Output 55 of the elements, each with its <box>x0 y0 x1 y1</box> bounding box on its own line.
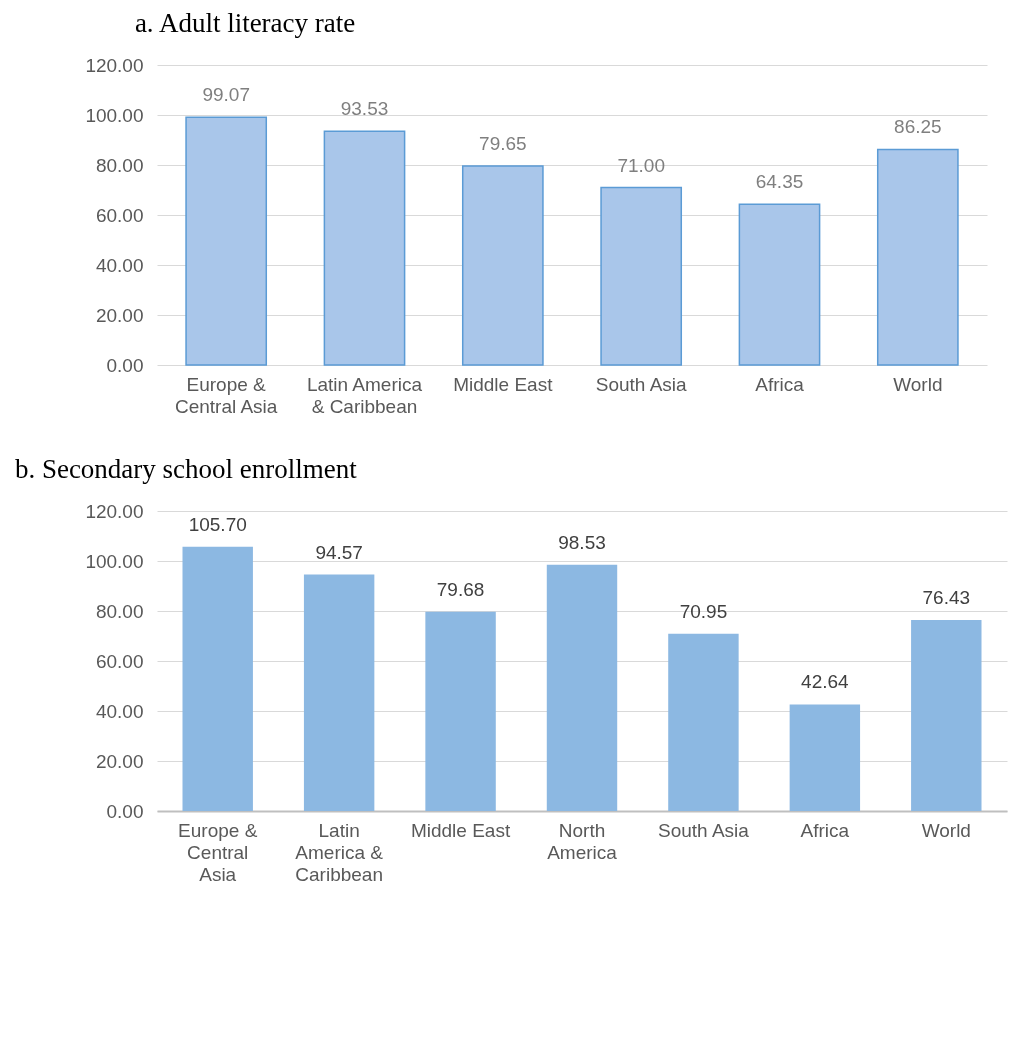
data-label: 79.68 <box>436 578 485 600</box>
x-tick-label: Latin America & Caribbean <box>295 819 384 885</box>
y-tick-label: 60.00 <box>95 204 144 226</box>
y-tick-label: 100.00 <box>85 550 144 572</box>
y-tick-label: 80.00 <box>95 154 144 176</box>
data-label: 71.00 <box>617 154 665 176</box>
chart-title: b. Secondary school enrollment <box>14 454 358 484</box>
data-label: 94.57 <box>315 541 363 563</box>
data-label: 99.07 <box>202 84 250 106</box>
bar <box>876 148 959 366</box>
y-tick-label: 60.00 <box>95 650 144 672</box>
x-tick-label: Europe & Central Asia <box>174 373 278 417</box>
data-label: 70.95 <box>679 600 728 622</box>
data-label: 79.65 <box>479 132 527 154</box>
data-label: 76.43 <box>922 586 971 608</box>
bar <box>546 564 618 811</box>
x-tick-label: South Asia <box>658 819 750 841</box>
bar <box>789 704 861 811</box>
x-tick-label: North America <box>547 819 618 863</box>
bar <box>182 546 253 811</box>
y-tick-label: 100.00 <box>85 104 144 126</box>
bar <box>911 619 982 811</box>
bar <box>738 203 821 366</box>
data-label: 64.35 <box>755 171 804 193</box>
y-tick-label: 80.00 <box>95 600 144 622</box>
bar <box>303 574 375 811</box>
bar <box>668 633 739 811</box>
bar <box>600 186 683 366</box>
y-tick-label: 0.00 <box>106 800 144 822</box>
y-tick-label: 120.00 <box>85 54 144 76</box>
data-label: 86.25 <box>894 116 942 138</box>
y-tick-label: 20.00 <box>95 750 144 772</box>
bar <box>185 116 268 366</box>
y-tick-label: 20.00 <box>95 304 144 326</box>
chart-title: a. Adult literacy rate <box>134 8 356 38</box>
data-label: 93.53 <box>340 98 389 120</box>
y-tick-label: 0.00 <box>106 354 144 376</box>
x-tick-label: Africa <box>755 373 805 395</box>
x-tick-label: World <box>921 819 971 841</box>
x-tick-label: Latin America & Caribbean <box>306 373 423 417</box>
x-tick-label: Middle East <box>410 819 511 841</box>
x-tick-label: Europe & Central Asia <box>178 819 258 885</box>
data-label: 98.53 <box>558 531 606 553</box>
x-tick-label: World <box>893 373 943 395</box>
data-label: 42.64 <box>801 671 850 693</box>
x-tick-label: Africa <box>800 819 850 841</box>
bar <box>425 611 496 811</box>
data-label: 105.70 <box>188 513 247 535</box>
bar <box>323 130 406 366</box>
y-tick-label: 40.00 <box>95 700 144 722</box>
x-tick-label: Middle East <box>453 373 554 395</box>
x-tick-label: South Asia <box>595 373 688 395</box>
bar <box>461 165 544 366</box>
y-tick-label: 120.00 <box>85 500 144 522</box>
y-tick-label: 40.00 <box>95 254 144 276</box>
